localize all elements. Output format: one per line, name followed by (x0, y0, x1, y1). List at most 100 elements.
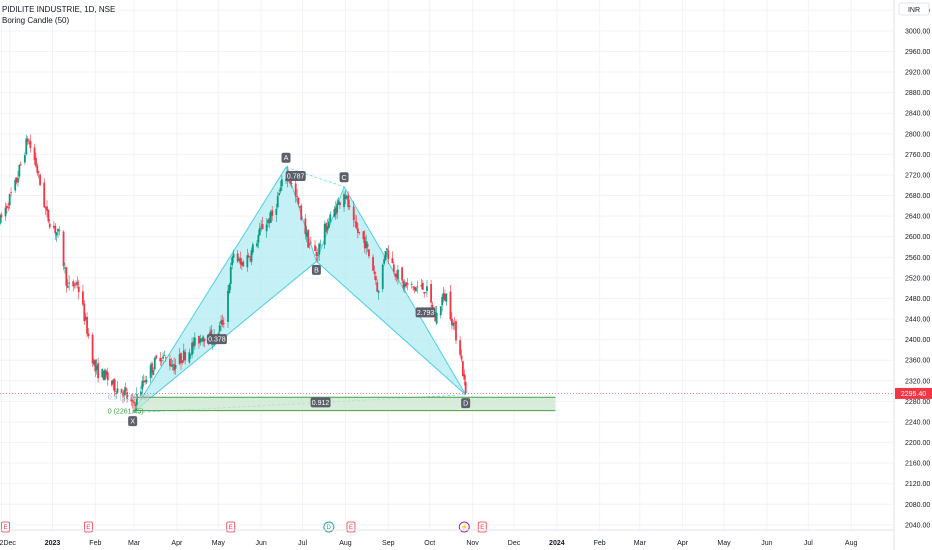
candle-body (153, 357, 156, 370)
candle-body (261, 224, 264, 230)
x-tick-label: Nov (466, 540, 479, 547)
candle-body (124, 387, 127, 392)
chart-grid (0, 0, 894, 530)
candle-body (238, 258, 240, 261)
candle-body (68, 282, 70, 284)
candle-body (410, 283, 413, 285)
currency-box (898, 2, 930, 16)
candle-body (421, 282, 424, 290)
candle-body (141, 380, 144, 390)
candle-body (318, 243, 321, 255)
candle-body (54, 225, 57, 234)
candle-body (297, 197, 300, 205)
demand-zone[interactable] (0, 393, 894, 412)
candle-body (48, 223, 51, 228)
candle-body (95, 365, 98, 370)
candle-body (4, 207, 7, 217)
candle-body (434, 312, 437, 322)
pattern-point-box (128, 416, 138, 427)
candle-body (17, 177, 19, 183)
candle-body (162, 356, 164, 359)
harmonic-labels: X A B C D 0.787 0.378 2.793 0.912 0.5 (2289.80) 0 … (108, 152, 471, 427)
y-tick-label: 2040.00 (905, 522, 930, 529)
candle-body (416, 286, 419, 288)
candle-body (199, 338, 202, 343)
candle-body (193, 337, 196, 346)
candle-body (169, 358, 171, 366)
candle-body (444, 293, 446, 301)
candle-body (135, 394, 138, 405)
candle-body (376, 282, 379, 292)
ratio-box (415, 307, 436, 318)
candle-body (403, 283, 406, 288)
candle-body (181, 360, 184, 363)
x-tick-label: Aug (845, 540, 858, 547)
candle-body (315, 252, 318, 256)
candle-body (7, 207, 10, 209)
candle-body (336, 203, 339, 213)
indicator-title[interactable]: Boring Candle (50) (2, 16, 70, 25)
candle-body (47, 209, 50, 222)
candle-body (236, 253, 239, 262)
candle-body (385, 248, 388, 251)
candle-body (130, 398, 133, 402)
candle-body (171, 365, 174, 367)
candle-body (339, 202, 341, 206)
candle-body (372, 256, 374, 271)
x-tick-label: 2024 (549, 540, 565, 547)
candle-body (439, 306, 442, 316)
pattern-point-box (281, 152, 291, 163)
candle-body (430, 284, 433, 303)
pattern-ratio-line (316, 261, 466, 395)
ratio-label: 0.378 (208, 337, 226, 344)
candle-body (325, 223, 327, 232)
candle-body (368, 249, 370, 257)
candle-body (352, 206, 355, 221)
symbol-title[interactable]: PIDILITE INDUSTRIE, 1D, NSE (2, 5, 116, 14)
currency-label: INR (908, 7, 920, 14)
candle-body (29, 140, 32, 149)
candle-body (257, 235, 260, 243)
y-tick-label: 2760.00 (905, 152, 930, 159)
candle-body (347, 195, 350, 208)
x-tick-label: Apr (677, 540, 689, 547)
candle-body (348, 205, 351, 207)
candle-body (83, 303, 86, 321)
candle-body (383, 259, 386, 264)
candle-body (131, 400, 134, 402)
last-price-tag (895, 387, 932, 399)
candle-body (377, 291, 380, 293)
candle-body (105, 371, 108, 376)
candle-body (182, 350, 185, 361)
x-tick-label: Oct (424, 540, 435, 547)
candle-body (289, 180, 292, 184)
candle-body (441, 296, 444, 306)
candle-body (76, 281, 79, 286)
x-tick-label: Apr (171, 540, 183, 547)
candle-body (228, 284, 231, 294)
y-tick-label: 2560.00 (905, 255, 930, 262)
y-tick-label: 2600.00 (905, 234, 930, 241)
candle-body (397, 269, 399, 280)
candle-body (308, 244, 311, 246)
candle-body (39, 174, 41, 186)
candle-body (122, 393, 124, 397)
candle-body (445, 293, 448, 302)
candle-body (420, 284, 423, 287)
candle-body (247, 255, 250, 258)
ratio-box (285, 170, 306, 181)
candle-body (6, 205, 8, 209)
y-tick-label: 2120.00 (905, 481, 930, 488)
candle-body (265, 224, 268, 232)
pattern-point-c: C (342, 175, 347, 182)
candle-body (151, 363, 153, 373)
candle-body (35, 157, 37, 167)
candle-body (126, 392, 129, 399)
event-marker-label: E (86, 525, 90, 531)
candle-body (149, 365, 152, 378)
candle-body (55, 232, 58, 236)
x-tick-label: Jul (804, 540, 813, 547)
candle-body (173, 363, 176, 371)
candle-body (307, 230, 310, 248)
